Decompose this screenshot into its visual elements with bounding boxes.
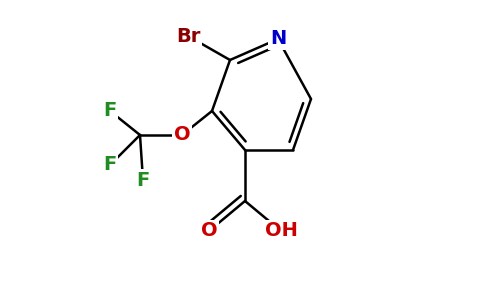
Text: F: F (136, 170, 150, 190)
Text: N: N (270, 29, 286, 49)
Text: F: F (104, 155, 117, 175)
Text: OH: OH (265, 221, 298, 241)
Text: Br: Br (176, 26, 200, 46)
Text: O: O (201, 221, 217, 241)
Text: O: O (174, 125, 190, 145)
Text: F: F (104, 101, 117, 121)
